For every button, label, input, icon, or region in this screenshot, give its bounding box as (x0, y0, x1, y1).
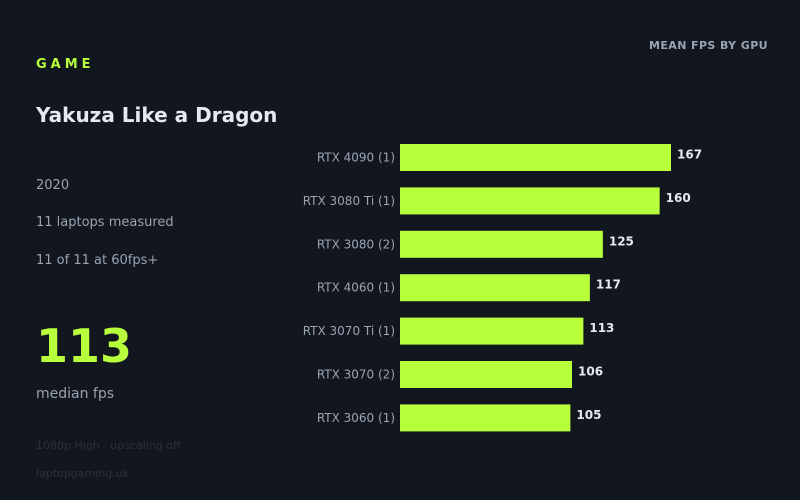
fps-bar (400, 317, 584, 345)
bar-value-label: 105 (576, 408, 601, 422)
fps-bar (400, 274, 590, 302)
median-fps-value: 113 (36, 319, 133, 373)
chart-title: MEAN FPS BY GPU (649, 39, 768, 52)
bar-value-label: 160 (666, 191, 691, 205)
median-fps-label: median fps (36, 386, 115, 402)
bar-label: RTX 3070 Ti (1) (303, 324, 395, 338)
fps-bar (400, 144, 671, 171)
section-eyebrow: GAME (36, 57, 95, 72)
bar-value-label: 113 (589, 321, 614, 335)
bar-value-label: 125 (609, 234, 634, 248)
fps-bar (400, 230, 603, 258)
bar-label: RTX 3080 Ti (1) (303, 194, 395, 208)
fps-bar (400, 361, 573, 388)
source-site: laptopgaming.uk (36, 467, 130, 480)
fps-bar (400, 187, 660, 215)
laptops-measured: 11 laptops measured (36, 215, 174, 230)
bar-label: RTX 3060 (1) (317, 411, 395, 425)
fps-threshold-count: 11 of 11 at 60fps+ (36, 253, 159, 268)
bar-label: RTX 4060 (1) (317, 281, 395, 295)
bar-label: RTX 3070 (2) (317, 368, 395, 382)
game-title: Yakuza Like a Dragon (36, 103, 278, 127)
fps-bar (400, 404, 571, 432)
release-year: 2020 (36, 178, 70, 193)
bar-label: RTX 4090 (1) (317, 151, 395, 165)
bar-value-label: 106 (578, 365, 603, 379)
bar-value-label: 167 (677, 148, 702, 162)
bar-label: RTX 3080 (2) (317, 237, 395, 251)
bar-value-label: 117 (596, 278, 621, 292)
test-settings: 1080p High · upscaling off (36, 439, 181, 452)
